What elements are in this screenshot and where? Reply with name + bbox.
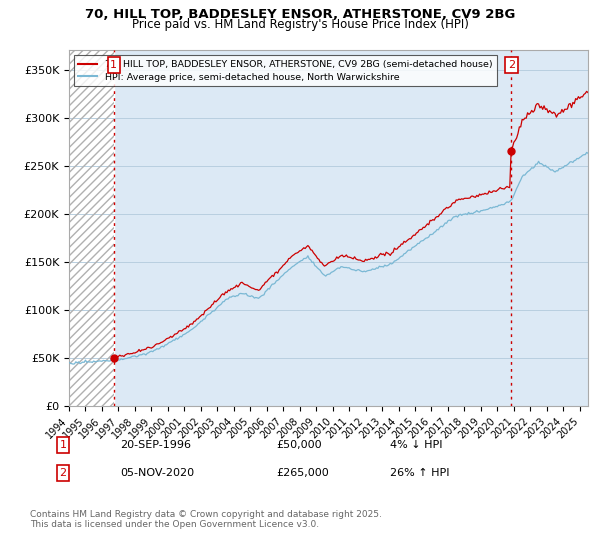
Text: 20-SEP-1996: 20-SEP-1996 — [120, 440, 191, 450]
Text: 2: 2 — [59, 468, 67, 478]
Text: 1: 1 — [59, 440, 67, 450]
Bar — [69, 50, 114, 406]
Text: 05-NOV-2020: 05-NOV-2020 — [120, 468, 194, 478]
Text: £265,000: £265,000 — [276, 468, 329, 478]
Text: 2: 2 — [508, 60, 515, 70]
Bar — [69, 50, 114, 406]
Text: 1: 1 — [110, 60, 118, 70]
Legend: 70, HILL TOP, BADDESLEY ENSOR, ATHERSTONE, CV9 2BG (semi-detached house), HPI: A: 70, HILL TOP, BADDESLEY ENSOR, ATHERSTON… — [74, 55, 497, 86]
Text: Contains HM Land Registry data © Crown copyright and database right 2025.
This d: Contains HM Land Registry data © Crown c… — [30, 510, 382, 529]
Text: 26% ↑ HPI: 26% ↑ HPI — [390, 468, 449, 478]
Text: 4% ↓ HPI: 4% ↓ HPI — [390, 440, 443, 450]
Text: Price paid vs. HM Land Registry's House Price Index (HPI): Price paid vs. HM Land Registry's House … — [131, 18, 469, 31]
Text: £50,000: £50,000 — [276, 440, 322, 450]
Text: 70, HILL TOP, BADDESLEY ENSOR, ATHERSTONE, CV9 2BG: 70, HILL TOP, BADDESLEY ENSOR, ATHERSTON… — [85, 8, 515, 21]
